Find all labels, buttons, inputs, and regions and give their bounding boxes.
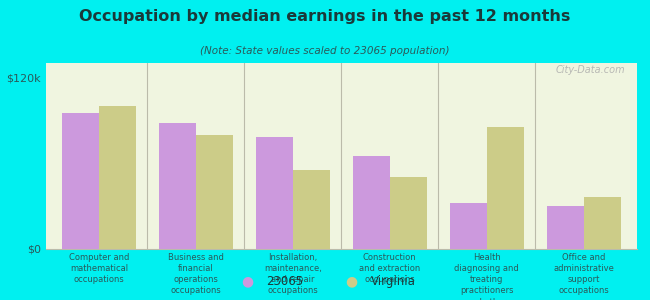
Text: Virginia: Virginia bbox=[370, 275, 415, 288]
Bar bbox=[159, 123, 196, 249]
Text: ●: ● bbox=[241, 274, 253, 288]
Text: ●: ● bbox=[345, 274, 357, 288]
Bar bbox=[353, 156, 390, 249]
Bar bbox=[450, 203, 487, 249]
Bar bbox=[196, 134, 233, 249]
Bar bbox=[256, 137, 292, 249]
Text: 23065: 23065 bbox=[266, 275, 304, 288]
Text: (Note: State values scaled to 23065 population): (Note: State values scaled to 23065 popu… bbox=[200, 46, 450, 56]
Bar bbox=[390, 178, 426, 249]
Text: Occupation by median earnings in the past 12 months: Occupation by median earnings in the pas… bbox=[79, 9, 571, 24]
Bar bbox=[584, 197, 621, 249]
Bar bbox=[62, 113, 99, 249]
Bar bbox=[487, 128, 523, 249]
Text: City-Data.com: City-Data.com bbox=[556, 65, 625, 75]
Bar bbox=[547, 206, 584, 249]
Bar bbox=[99, 106, 136, 249]
Bar bbox=[292, 170, 330, 249]
